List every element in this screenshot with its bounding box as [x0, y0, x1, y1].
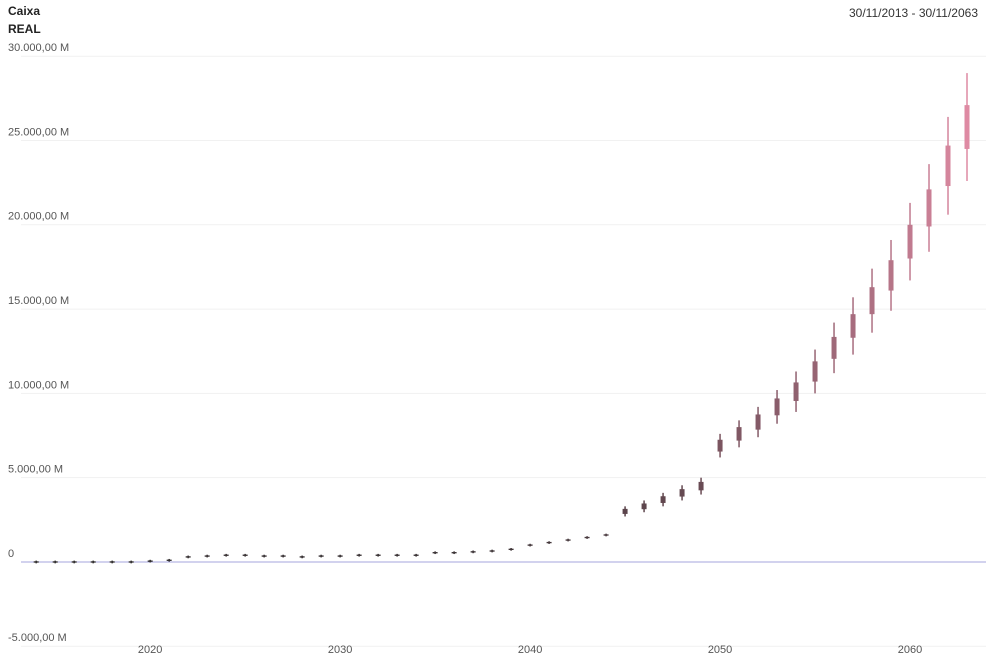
y-tick-label: 20.000,00 M: [8, 211, 69, 223]
x-tick-label: 2030: [328, 644, 352, 656]
box: [489, 550, 495, 552]
box: [185, 556, 191, 558]
chart-subtitle: REAL: [8, 22, 41, 36]
box: [261, 555, 267, 557]
box: [603, 534, 609, 536]
box: [565, 539, 571, 541]
y-tick-label: 10.000,00 M: [8, 379, 69, 391]
y-tick-label: -5.000,00 M: [8, 632, 67, 644]
box: [318, 555, 324, 557]
box: [584, 536, 590, 539]
y-tick-label: 15.000,00 M: [8, 295, 69, 307]
box: [698, 481, 704, 491]
box: [850, 314, 856, 338]
chart-title: Caixa: [8, 4, 40, 18]
box: [945, 145, 951, 187]
y-tick-label: 0: [8, 548, 14, 560]
x-tick-label: 2050: [708, 644, 732, 656]
box: [527, 544, 533, 546]
box: [394, 554, 400, 556]
box: [907, 224, 913, 259]
box: [755, 414, 761, 430]
box: [128, 561, 134, 563]
box: [223, 554, 229, 556]
box: [375, 554, 381, 556]
box: [71, 561, 77, 563]
x-tick-label: 2040: [518, 644, 542, 656]
box: [52, 561, 58, 563]
box: [717, 439, 723, 452]
y-tick-label: 30.000,00 M: [8, 42, 69, 54]
box: [869, 287, 875, 315]
box: [660, 496, 666, 503]
box: [90, 561, 96, 563]
box: [280, 555, 286, 557]
x-tick-label: 2020: [138, 644, 162, 656]
box: [432, 552, 438, 554]
box: [793, 382, 799, 401]
box: [964, 105, 970, 149]
box: [147, 560, 153, 562]
box: [812, 361, 818, 382]
box: [242, 554, 248, 556]
box: [109, 561, 115, 563]
box: [166, 559, 172, 561]
box: [774, 398, 780, 416]
box: [508, 548, 514, 551]
box: [641, 503, 647, 510]
box: [926, 189, 932, 227]
date-range: 30/11/2013 - 30/11/2063: [849, 6, 978, 20]
y-tick-label: 5.000,00 M: [8, 464, 63, 476]
box: [451, 552, 457, 554]
box: [413, 554, 419, 556]
box: [204, 555, 210, 557]
box: [299, 556, 305, 558]
box: [679, 489, 685, 497]
box: [33, 561, 39, 563]
box: [356, 554, 362, 556]
box: [546, 541, 552, 544]
box: [888, 260, 894, 291]
y-tick-label: 25.000,00 M: [8, 126, 69, 138]
box: [470, 551, 476, 553]
box: [337, 555, 343, 557]
box: [736, 427, 742, 441]
x-tick-label: 2060: [898, 644, 922, 656]
box: [831, 336, 837, 359]
box: [622, 508, 628, 514]
